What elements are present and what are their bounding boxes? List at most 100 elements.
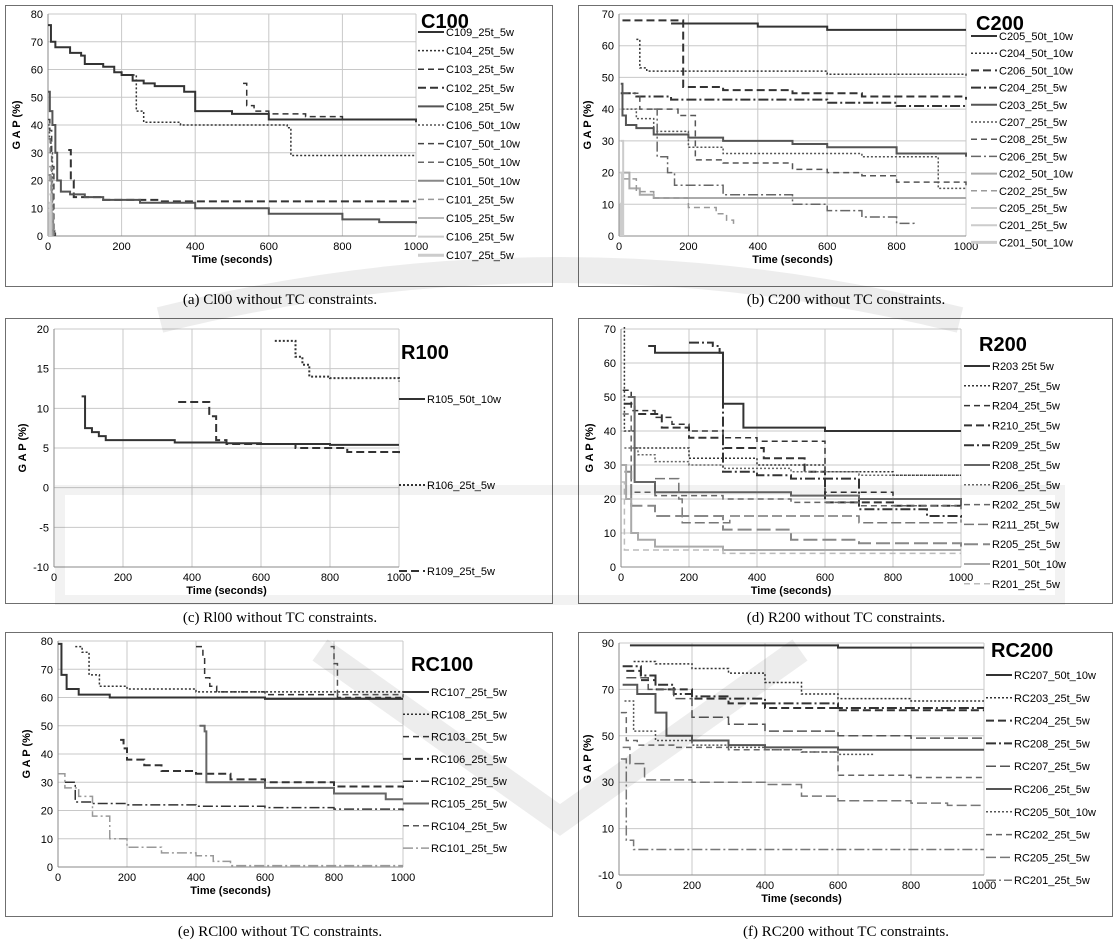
series-line-7 <box>653 108 915 227</box>
series-line-3 <box>620 92 966 107</box>
chart-panel-c100: 0 200 400 600 800 1000 0 10 20 30 40 50 60 70 80 Time (… <box>5 5 553 287</box>
x-tick-label: 1000 <box>949 572 973 584</box>
series-line-5 <box>622 108 966 190</box>
x-tick-label: 0 <box>45 241 51 253</box>
series-line-7 <box>622 413 962 510</box>
legend-label-1: R106_25t_5w <box>427 480 495 492</box>
y-tick-label: 80 <box>41 636 53 648</box>
legend-label-6: C208_25t_5w <box>999 134 1067 146</box>
legend-label-5: RC105_25t_5w <box>431 799 507 811</box>
legend-label-6: C107_50t_10w <box>446 139 520 151</box>
series-line-6 <box>330 645 404 698</box>
legend-label-10: R201_50t_10w <box>992 559 1066 571</box>
x-axis-label: Time (seconds) <box>186 585 267 597</box>
x-tick-label: 1000 <box>387 572 411 584</box>
y-axis-label: G A P (%) <box>582 734 594 783</box>
series-line-1 <box>636 38 967 78</box>
y-tick-label: 10 <box>604 528 616 540</box>
legend-label-5: RC206_25t_5w <box>1014 784 1090 796</box>
series-line-0 <box>58 642 403 700</box>
series-line-6 <box>624 447 961 476</box>
series-line-3 <box>120 738 404 788</box>
legend-label-0: R105_50t_10w <box>427 394 501 406</box>
series-line-0 <box>671 22 966 31</box>
y-axis-label: G A P (%) <box>21 729 33 778</box>
series-line-1 <box>633 660 984 702</box>
series-line-10 <box>620 139 625 236</box>
series-line-9 <box>624 470 962 547</box>
legend-label-3: RC106_25t_5w <box>431 754 507 766</box>
series-line-12 <box>48 212 52 236</box>
x-tick-label: 800 <box>325 872 343 884</box>
x-tick-label: 0 <box>616 880 622 892</box>
y-tick-label: -10 <box>33 562 49 574</box>
series-line-9 <box>622 178 735 227</box>
chart-panel-rc100: 0 200 400 600 800 1000 0 10 20 30 40 50 60 70 80 Time (… <box>5 632 553 917</box>
caption-rc100: (e) RCl00 without TC constraints. <box>177 924 383 940</box>
y-tick-label: 10 <box>37 403 49 415</box>
legend-label-8: C101_50t_10w <box>446 176 520 188</box>
chart-panel-r100: 0 200 400 600 800 1000 -10 -5 0 5 10 15 20 Time (seco… <box>5 318 553 604</box>
legend-label-5: C106_50t_10w <box>446 120 520 132</box>
series-line-1 <box>623 327 961 476</box>
x-tick-label: 200 <box>112 241 130 253</box>
legend-label-5: R208_25t_5w <box>992 460 1060 472</box>
y-tick-label: 20 <box>602 168 614 180</box>
series-line-7 <box>58 773 403 867</box>
legend-label-7: C206_25t_5w <box>999 151 1067 163</box>
x-tick-label: 0 <box>51 572 57 584</box>
series-line-5 <box>199 724 403 801</box>
legend-label-9: RC201_25t_5w <box>1014 875 1090 887</box>
series-line-3 <box>622 665 984 709</box>
legend-label-7: RC101_25t_5w <box>431 843 507 855</box>
series-line-1 <box>132 74 416 157</box>
y-tick-label: 10 <box>31 203 43 215</box>
caption-rc200: (f) RC200 without TC constraints. <box>743 924 949 940</box>
x-tick-label: 600 <box>260 241 278 253</box>
y-tick-label: 5 <box>43 443 49 455</box>
y-tick-label: 80 <box>31 9 43 21</box>
x-tick-label: 0 <box>618 572 624 584</box>
legend-label-8: C202_50t_10w <box>999 169 1073 181</box>
legend-label-0: C109_25t_5w <box>446 27 514 39</box>
y-tick-label: 70 <box>31 37 43 49</box>
y-axis-label: G A P (%) <box>582 100 594 149</box>
y-tick-label: 70 <box>604 324 616 336</box>
x-tick-label: 200 <box>114 572 132 584</box>
series-line-0 <box>629 644 984 649</box>
chart-panel-c200: 0 200 400 600 800 1000 0 10 20 30 40 50 60 70 Time (se… <box>578 5 1113 287</box>
x-tick-label: 600 <box>829 880 847 892</box>
x-tick-label: 400 <box>187 872 205 884</box>
caption-r100: (c) Rl00 without TC constraints. <box>182 610 378 626</box>
y-tick-label: 70 <box>602 684 614 696</box>
legend-label-7: RC202_25t_5w <box>1014 830 1090 842</box>
series-line-9 <box>620 758 984 851</box>
legend-label-2: C103_25t_5w <box>446 64 514 76</box>
series-line-4 <box>620 82 967 157</box>
legend-label-1: RC203_25t_5w <box>1014 693 1090 705</box>
legend-label-9: C202_25t_5w <box>999 186 1067 198</box>
y-tick-label: 0 <box>43 483 49 495</box>
x-tick-label: 800 <box>902 880 920 892</box>
chart-title: R200 <box>979 334 1027 356</box>
x-tick-label: 0 <box>55 872 61 884</box>
legend-label-12: C107_25t_5w <box>446 250 514 262</box>
y-tick-label: 50 <box>602 72 614 84</box>
caption-c200: (b) C200 without TC constraints. <box>746 292 946 308</box>
y-tick-label: 10 <box>602 199 614 211</box>
y-tick-label: 15 <box>37 364 49 376</box>
series-line-2 <box>243 82 416 121</box>
legend-label-11: C201_25t_5w <box>999 220 1067 232</box>
legend-label-11: R201_25t_5w <box>992 579 1060 591</box>
y-tick-label: 50 <box>602 731 614 743</box>
legend-label-3: RC208_25t_5w <box>1014 738 1090 750</box>
x-axis-label: Time (seconds) <box>751 585 832 597</box>
x-tick-label: 800 <box>887 241 905 253</box>
legend-label-10: C205_25t_5w <box>999 203 1067 215</box>
x-tick-label: 1000 <box>404 241 428 253</box>
chart-c200: 0 200 400 600 800 1000 0 10 20 30 40 50 60 70 Time (se… <box>582 9 1073 266</box>
series-line-2 <box>178 400 400 454</box>
y-axis-label: G A P (%) <box>17 423 29 472</box>
chart-title: C100 <box>421 11 469 33</box>
x-tick-label: 400 <box>183 572 201 584</box>
